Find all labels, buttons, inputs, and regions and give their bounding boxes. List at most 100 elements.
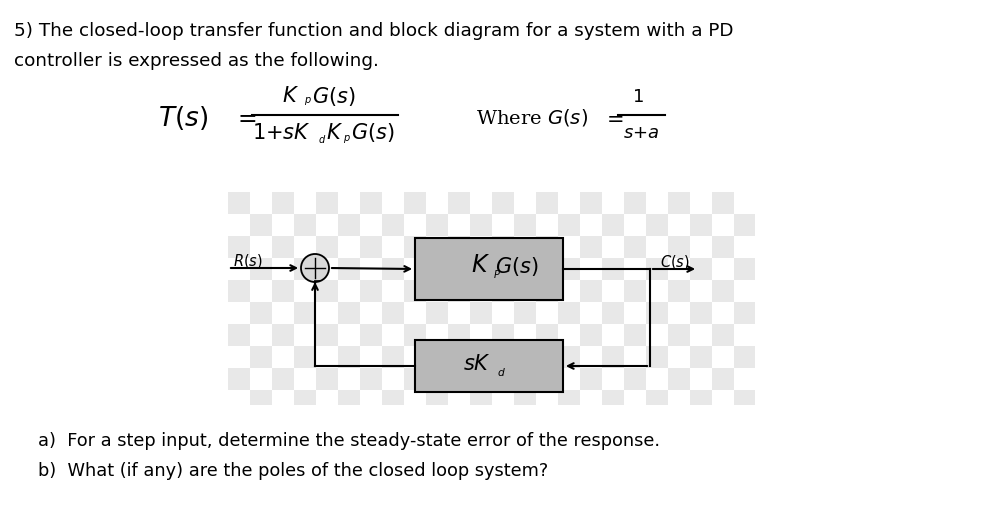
Bar	[734, 324, 754, 346]
Bar	[271, 280, 293, 302]
Bar	[645, 236, 667, 258]
Bar	[667, 214, 689, 236]
Bar	[404, 368, 425, 390]
Bar	[712, 302, 734, 324]
Bar	[271, 390, 293, 405]
Bar	[601, 346, 623, 368]
Bar	[514, 280, 536, 302]
Bar	[536, 368, 558, 390]
Bar	[580, 192, 601, 214]
Bar	[536, 192, 558, 214]
Bar	[271, 214, 293, 236]
Bar	[316, 192, 338, 214]
Bar	[228, 324, 249, 346]
Bar	[623, 302, 645, 324]
Bar	[514, 324, 536, 346]
Bar	[228, 346, 249, 368]
Bar	[491, 302, 514, 324]
Bar	[228, 302, 249, 324]
Bar	[338, 390, 360, 405]
Bar	[558, 280, 580, 302]
Bar	[414, 238, 563, 300]
Bar	[447, 324, 469, 346]
Text: $_p$: $_p$	[343, 132, 351, 146]
Bar	[689, 192, 712, 214]
Bar	[580, 258, 601, 280]
Bar	[667, 280, 689, 302]
Bar	[734, 302, 754, 324]
Text: $_d$: $_d$	[496, 365, 505, 379]
Bar	[249, 390, 271, 405]
Bar	[271, 324, 293, 346]
Bar	[228, 280, 249, 302]
Bar	[316, 368, 338, 390]
Bar	[558, 390, 580, 405]
Bar	[645, 280, 667, 302]
Bar	[469, 390, 491, 405]
Bar	[447, 280, 469, 302]
Bar	[712, 390, 734, 405]
Bar	[447, 302, 469, 324]
Bar	[404, 214, 425, 236]
Bar	[447, 390, 469, 405]
Bar	[601, 302, 623, 324]
Bar	[249, 258, 271, 280]
Bar	[712, 236, 734, 258]
Bar	[425, 236, 447, 258]
Bar	[360, 280, 382, 302]
Bar	[623, 390, 645, 405]
Bar	[271, 302, 293, 324]
Text: $_d$: $_d$	[318, 132, 326, 146]
Bar	[316, 280, 338, 302]
Bar	[249, 324, 271, 346]
Bar	[425, 368, 447, 390]
Bar	[734, 258, 754, 280]
Bar	[447, 258, 469, 280]
Bar	[316, 324, 338, 346]
Bar	[382, 258, 404, 280]
Bar	[338, 236, 360, 258]
Bar	[491, 236, 514, 258]
Bar	[293, 192, 316, 214]
Bar	[228, 236, 249, 258]
Bar	[712, 192, 734, 214]
Text: Where $G(s)$: Where $G(s)$	[475, 107, 587, 128]
Bar	[689, 302, 712, 324]
Bar	[425, 390, 447, 405]
Bar	[271, 192, 293, 214]
Bar	[514, 214, 536, 236]
Bar	[249, 346, 271, 368]
Bar	[228, 258, 249, 280]
Bar	[645, 390, 667, 405]
Bar	[469, 346, 491, 368]
Bar	[667, 258, 689, 280]
Bar	[469, 368, 491, 390]
Bar	[425, 192, 447, 214]
Bar	[601, 192, 623, 214]
Bar	[404, 192, 425, 214]
Bar	[338, 280, 360, 302]
Bar	[360, 302, 382, 324]
Bar	[491, 324, 514, 346]
Bar	[558, 302, 580, 324]
Bar	[623, 236, 645, 258]
Bar	[316, 346, 338, 368]
Text: a)  For a step input, determine the steady-state error of the response.: a) For a step input, determine the stead…	[38, 432, 659, 450]
Bar	[689, 280, 712, 302]
Bar	[404, 258, 425, 280]
Bar	[293, 258, 316, 280]
Bar	[249, 280, 271, 302]
Bar	[514, 368, 536, 390]
Bar	[712, 280, 734, 302]
Bar	[514, 302, 536, 324]
Bar	[645, 192, 667, 214]
Bar	[491, 346, 514, 368]
Bar	[558, 236, 580, 258]
Bar	[404, 346, 425, 368]
Bar	[712, 324, 734, 346]
Bar	[382, 280, 404, 302]
Bar	[536, 214, 558, 236]
Bar	[271, 368, 293, 390]
Bar	[293, 236, 316, 258]
Text: $_P$: $_P$	[492, 267, 501, 281]
